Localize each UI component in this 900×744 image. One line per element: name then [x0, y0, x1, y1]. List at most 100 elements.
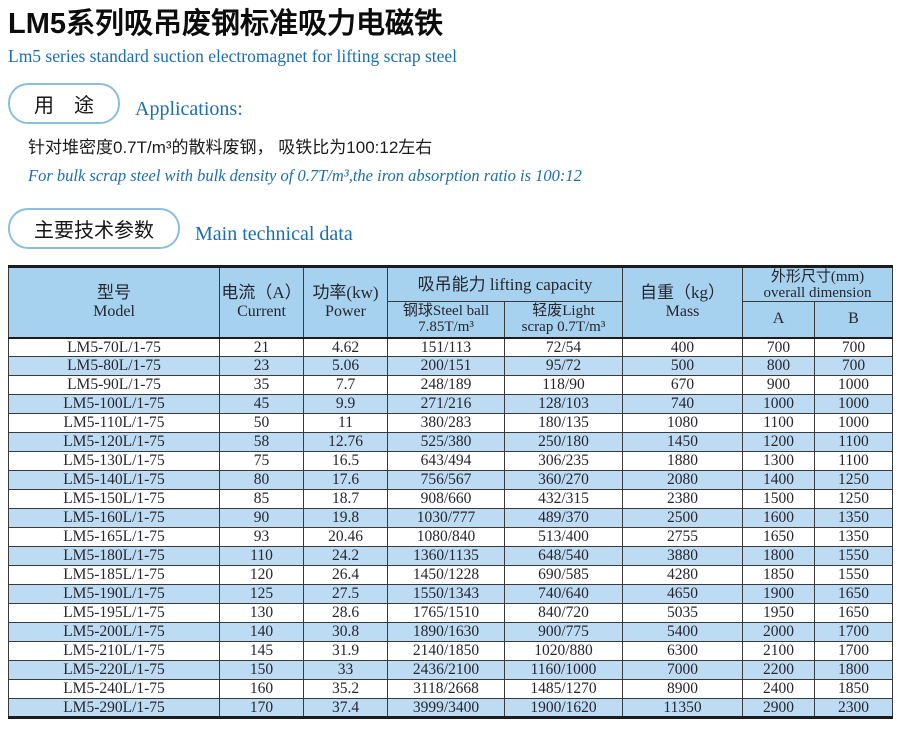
tech-params-label: Main technical data	[195, 223, 353, 245]
table-cell: 118/90	[504, 375, 623, 395]
column-header-dimension-a: A	[742, 301, 815, 338]
header-line-cn: 自重（kg）	[640, 283, 725, 303]
header-line-cn: 功率(kw)	[312, 283, 379, 303]
tech-params-section-header: 主要技术参数 Main technical data	[8, 208, 892, 249]
table-cell: 50	[219, 413, 304, 433]
table-cell: 1850	[814, 679, 893, 699]
table-cell: 180/135	[504, 413, 623, 433]
table-cell: LM5-290L/1-75	[8, 698, 220, 718]
table-cell: LM5-190L/1-75	[8, 584, 220, 604]
table-cell: 1020/880	[504, 641, 623, 661]
table-cell: 900	[742, 375, 815, 395]
column-group-lifting-capacity: 吸吊能力 lifting capacity	[387, 266, 623, 302]
table-cell: 1765/1510	[387, 603, 505, 623]
table-cell: 95/72	[504, 356, 623, 376]
table-cell: 1030/777	[387, 508, 505, 528]
table-cell: 1550/1343	[387, 584, 505, 604]
table-cell: 4280	[622, 565, 743, 585]
table-cell: 1550	[814, 546, 893, 566]
table-cell: 648/540	[504, 546, 623, 566]
table-cell: 75	[219, 451, 304, 471]
table-row: LM5-120L/1-75 58 12.76 525/380 250/180 1450 12…	[8, 432, 893, 452]
table-cell: 3118/2668	[387, 679, 505, 699]
table-cell: 72/54	[504, 337, 623, 357]
table-cell: 45	[219, 394, 304, 414]
table-cell: 120	[219, 565, 304, 585]
table-cell: 513/400	[504, 527, 623, 547]
header-line: 7.85T/m³	[418, 319, 474, 336]
table-cell: 2000	[742, 622, 815, 642]
table-cell: 30.8	[303, 622, 388, 642]
table-cell: 500	[622, 356, 743, 376]
table-cell: 740/640	[504, 584, 623, 604]
table-cell: 93	[219, 527, 304, 547]
table-cell: 1080	[622, 413, 743, 433]
table-cell: 12.76	[303, 432, 388, 452]
applications-label: Applications:	[135, 98, 243, 120]
table-cell: 1080/840	[387, 527, 505, 547]
table-row: LM5-130L/1-75 75 16.5 643/494 306/235 1880 130…	[8, 451, 893, 471]
header-line: 钢球Steel ball	[402, 303, 490, 320]
header-line-en: overall dimension	[763, 284, 872, 301]
table-cell: 85	[219, 489, 304, 509]
table-cell: 1650	[814, 603, 893, 623]
table-cell: 1650	[814, 584, 893, 604]
table-cell: 19.8	[303, 508, 388, 528]
page-subtitle: Lm5 series standard suction electromagne…	[8, 46, 458, 66]
table-cell: 670	[622, 375, 743, 395]
spec-table-header: 型号 Model 电流（A） Current 功率(kw) Power 吸吊能力…	[8, 266, 893, 338]
table-cell: 690/585	[504, 565, 623, 585]
table-cell: 18.7	[303, 489, 388, 509]
table-cell: 2400	[742, 679, 815, 699]
table-cell: 1300	[742, 451, 815, 471]
table-cell: 11350	[622, 698, 743, 718]
applications-section-header: 用 途 Applications:	[8, 83, 892, 124]
table-row: LM5-165L/1-75 93 20.46 1080/840 513/400 2755 1…	[8, 527, 893, 547]
header-line-cn: 吸吊能力 lifting capacity	[417, 274, 593, 294]
table-row: LM5-100L/1-75 45 9.9 271/216 128/103 740 1000 1…	[8, 394, 893, 414]
table-cell: 128/103	[504, 394, 623, 414]
table-cell: 125	[219, 584, 304, 604]
table-cell: 756/567	[387, 470, 505, 490]
table-cell: 271/216	[387, 394, 505, 414]
table-cell: 145	[219, 641, 304, 661]
table-cell: LM5-80L/1-75	[8, 356, 220, 376]
table-row: LM5-70L/1-75 21 4.62 151/113 72/54 400 700 700	[8, 337, 893, 357]
table-cell: 248/189	[387, 375, 505, 395]
table-cell: LM5-120L/1-75	[8, 432, 220, 452]
table-cell: 900/775	[504, 622, 623, 642]
column-header-power: 功率(kw) Power	[303, 266, 388, 338]
table-row: LM5-80L/1-75 23 5.06 200/151 95/72 500 800 700	[8, 356, 893, 376]
table-row: LM5-110L/1-75 50 11 380/283 180/135 1080 1100 1…	[8, 413, 893, 433]
table-cell: 1950	[742, 603, 815, 623]
column-header-model: 型号 Model	[8, 266, 220, 338]
table-cell: 170	[219, 698, 304, 718]
header-line-en: Model	[93, 303, 135, 321]
tech-params-pill-label: 主要技术参数	[34, 220, 154, 242]
table-cell: 800	[742, 356, 815, 376]
table-cell: 8900	[622, 679, 743, 699]
table-cell: 2380	[622, 489, 743, 509]
table-cell: LM5-240L/1-75	[8, 679, 220, 699]
table-cell: 5400	[622, 622, 743, 642]
table-cell: 1485/1270	[504, 679, 623, 699]
table-cell: 1360/1135	[387, 546, 505, 566]
table-cell: 1250	[814, 489, 893, 509]
table-cell: 525/380	[387, 432, 505, 452]
table-cell: 1100	[742, 413, 815, 433]
table-cell: 58	[219, 432, 304, 452]
table-row: LM5-90L/1-75 35 7.7 248/189 118/90 670 900 1000	[8, 375, 893, 395]
table-cell: LM5-140L/1-75	[8, 470, 220, 490]
applications-pill: 用 途	[8, 83, 120, 124]
table-cell: 2436/2100	[387, 660, 505, 680]
table-cell: 24.2	[303, 546, 388, 566]
table-row: LM5-240L/1-75 160 35.2 3118/2668 1485/1270 89…	[8, 679, 893, 699]
applications-text-en: For bulk scrap steel with bulk density o…	[28, 166, 582, 185]
table-cell: 1600	[742, 508, 815, 528]
table-cell: 1700	[814, 622, 893, 642]
table-cell: 9.9	[303, 394, 388, 414]
table-cell: 306/235	[504, 451, 623, 471]
table-cell: 4.62	[303, 337, 388, 357]
table-cell: 130	[219, 603, 304, 623]
table-cell: 1900/1620	[504, 698, 623, 718]
